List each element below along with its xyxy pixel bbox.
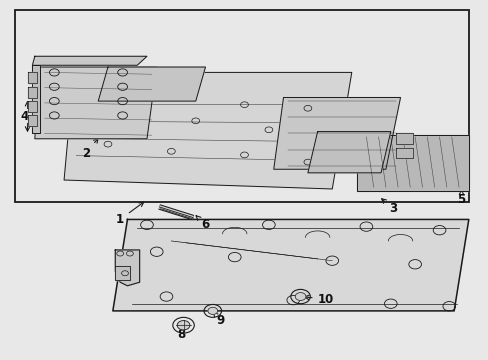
- Polygon shape: [307, 132, 390, 173]
- Polygon shape: [27, 87, 37, 98]
- Polygon shape: [115, 266, 130, 280]
- Polygon shape: [98, 67, 205, 101]
- Polygon shape: [32, 65, 40, 134]
- Polygon shape: [395, 148, 412, 158]
- Circle shape: [207, 307, 217, 315]
- Polygon shape: [32, 56, 147, 65]
- Polygon shape: [356, 135, 468, 191]
- Text: 7: 7: [122, 275, 136, 288]
- Circle shape: [177, 320, 189, 330]
- Text: 5: 5: [456, 190, 465, 206]
- Circle shape: [295, 293, 305, 301]
- Polygon shape: [395, 134, 412, 144]
- Polygon shape: [35, 67, 157, 139]
- Polygon shape: [113, 220, 468, 311]
- Text: 4: 4: [20, 110, 28, 123]
- Polygon shape: [115, 250, 140, 286]
- Polygon shape: [273, 98, 400, 169]
- Polygon shape: [64, 72, 351, 189]
- Text: 6: 6: [196, 216, 209, 231]
- Text: 8: 8: [177, 325, 185, 341]
- Text: 3: 3: [381, 199, 396, 215]
- Polygon shape: [27, 101, 37, 112]
- Bar: [15, 10, 468, 202]
- Text: 1: 1: [116, 202, 143, 226]
- Text: 10: 10: [304, 293, 333, 306]
- Text: 2: 2: [82, 138, 98, 159]
- Polygon shape: [27, 72, 37, 83]
- Text: 9: 9: [213, 311, 224, 327]
- Polygon shape: [27, 116, 37, 126]
